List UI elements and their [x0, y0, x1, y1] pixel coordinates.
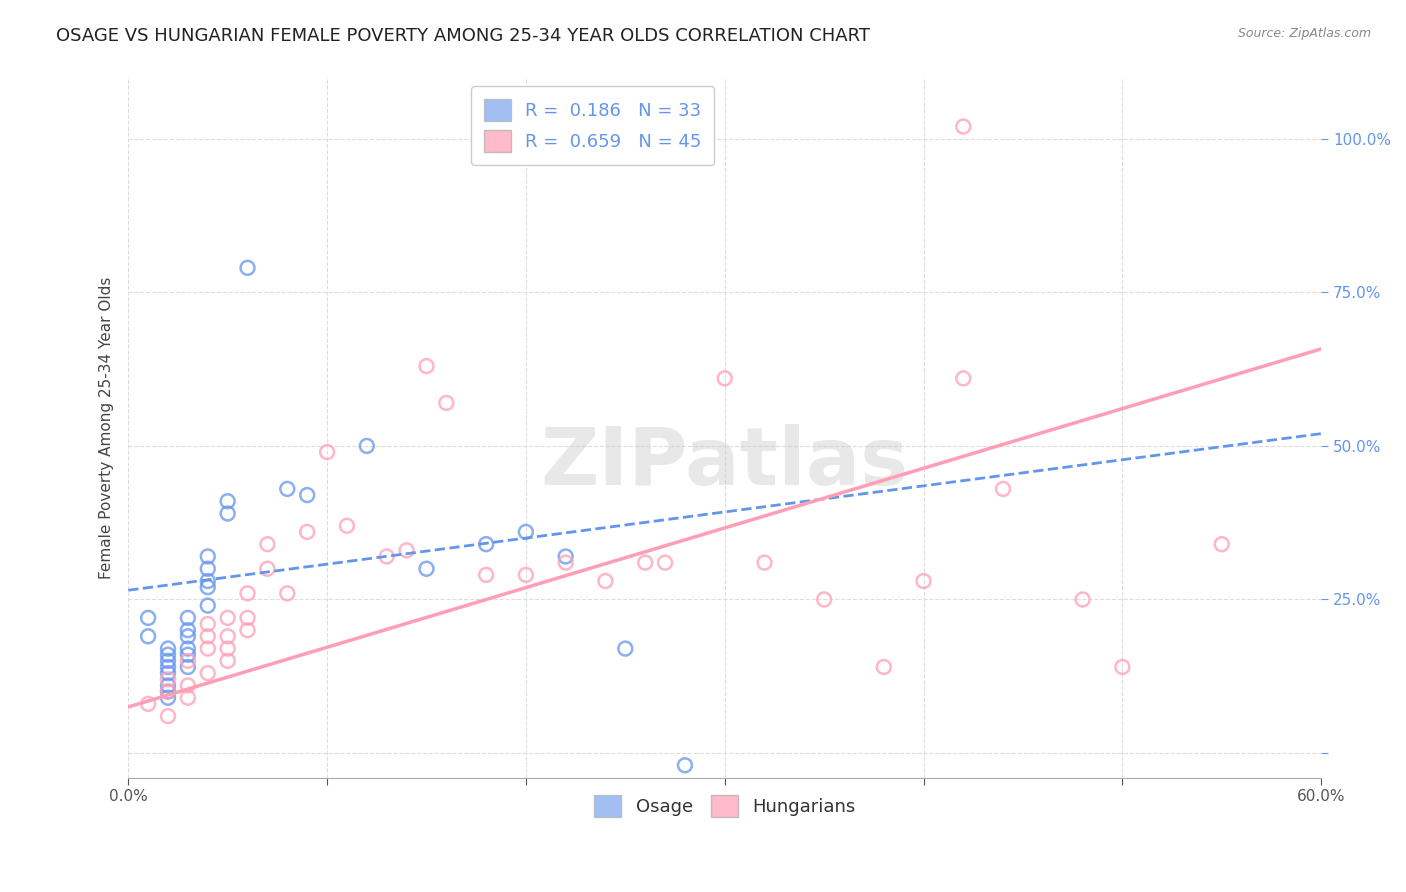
Text: ZIPatlas: ZIPatlas [540, 424, 908, 501]
Point [197, 629, 219, 643]
Point [276, 586, 298, 600]
Point [197, 666, 219, 681]
Point [177, 629, 200, 643]
Point [515, 568, 537, 582]
Point [634, 556, 657, 570]
Point [375, 549, 398, 564]
Point [415, 359, 437, 373]
Point [813, 592, 835, 607]
Point [177, 648, 200, 662]
Point [356, 439, 378, 453]
Point [236, 586, 259, 600]
Text: Source: ZipAtlas.com: Source: ZipAtlas.com [1237, 27, 1371, 40]
Point [316, 445, 339, 459]
Point [156, 666, 179, 681]
Point [276, 482, 298, 496]
Point [336, 518, 359, 533]
Point [673, 758, 696, 772]
Point [295, 488, 318, 502]
Point [197, 599, 219, 613]
Point [912, 574, 935, 588]
Point [1211, 537, 1233, 551]
Point [197, 549, 219, 564]
Point [156, 654, 179, 668]
Point [1071, 592, 1094, 607]
Point [177, 654, 200, 668]
Point [256, 537, 278, 551]
Point [156, 660, 179, 674]
Point [177, 690, 200, 705]
Point [256, 562, 278, 576]
Point [197, 580, 219, 594]
Point [156, 648, 179, 662]
Point [554, 549, 576, 564]
Point [236, 623, 259, 637]
Point [1111, 660, 1133, 674]
Point [217, 611, 239, 625]
Point [595, 574, 617, 588]
Point [217, 654, 239, 668]
Point [197, 617, 219, 632]
Point [136, 611, 159, 625]
Point [177, 611, 200, 625]
Point [136, 629, 159, 643]
Point [952, 120, 974, 134]
Point [197, 562, 219, 576]
Point [554, 556, 576, 570]
Point [434, 396, 457, 410]
Point [156, 690, 179, 705]
Point [295, 524, 318, 539]
Point [156, 709, 179, 723]
Point [156, 641, 179, 656]
Point [197, 574, 219, 588]
Point [156, 684, 179, 698]
Point [873, 660, 896, 674]
Point [217, 507, 239, 521]
Point [654, 556, 676, 570]
Point [415, 562, 437, 576]
Point [177, 641, 200, 656]
Point [475, 537, 498, 551]
Point [197, 641, 219, 656]
Point [236, 611, 259, 625]
Y-axis label: Female Poverty Among 25-34 Year Olds: Female Poverty Among 25-34 Year Olds [100, 277, 114, 579]
Point [156, 684, 179, 698]
Point [217, 641, 239, 656]
Point [991, 482, 1014, 496]
Point [156, 678, 179, 692]
Text: OSAGE VS HUNGARIAN FEMALE POVERTY AMONG 25-34 YEAR OLDS CORRELATION CHART: OSAGE VS HUNGARIAN FEMALE POVERTY AMONG … [56, 27, 870, 45]
Point [754, 556, 776, 570]
Point [217, 494, 239, 508]
Point [395, 543, 418, 558]
Point [614, 641, 637, 656]
Point [515, 524, 537, 539]
Legend: Osage, Hungarians: Osage, Hungarians [586, 788, 863, 824]
Point [952, 371, 974, 385]
Point [177, 678, 200, 692]
Point [177, 660, 200, 674]
Point [236, 260, 259, 275]
Point [217, 629, 239, 643]
Point [156, 673, 179, 687]
Point [177, 623, 200, 637]
Point [136, 697, 159, 711]
Point [475, 568, 498, 582]
Point [713, 371, 735, 385]
